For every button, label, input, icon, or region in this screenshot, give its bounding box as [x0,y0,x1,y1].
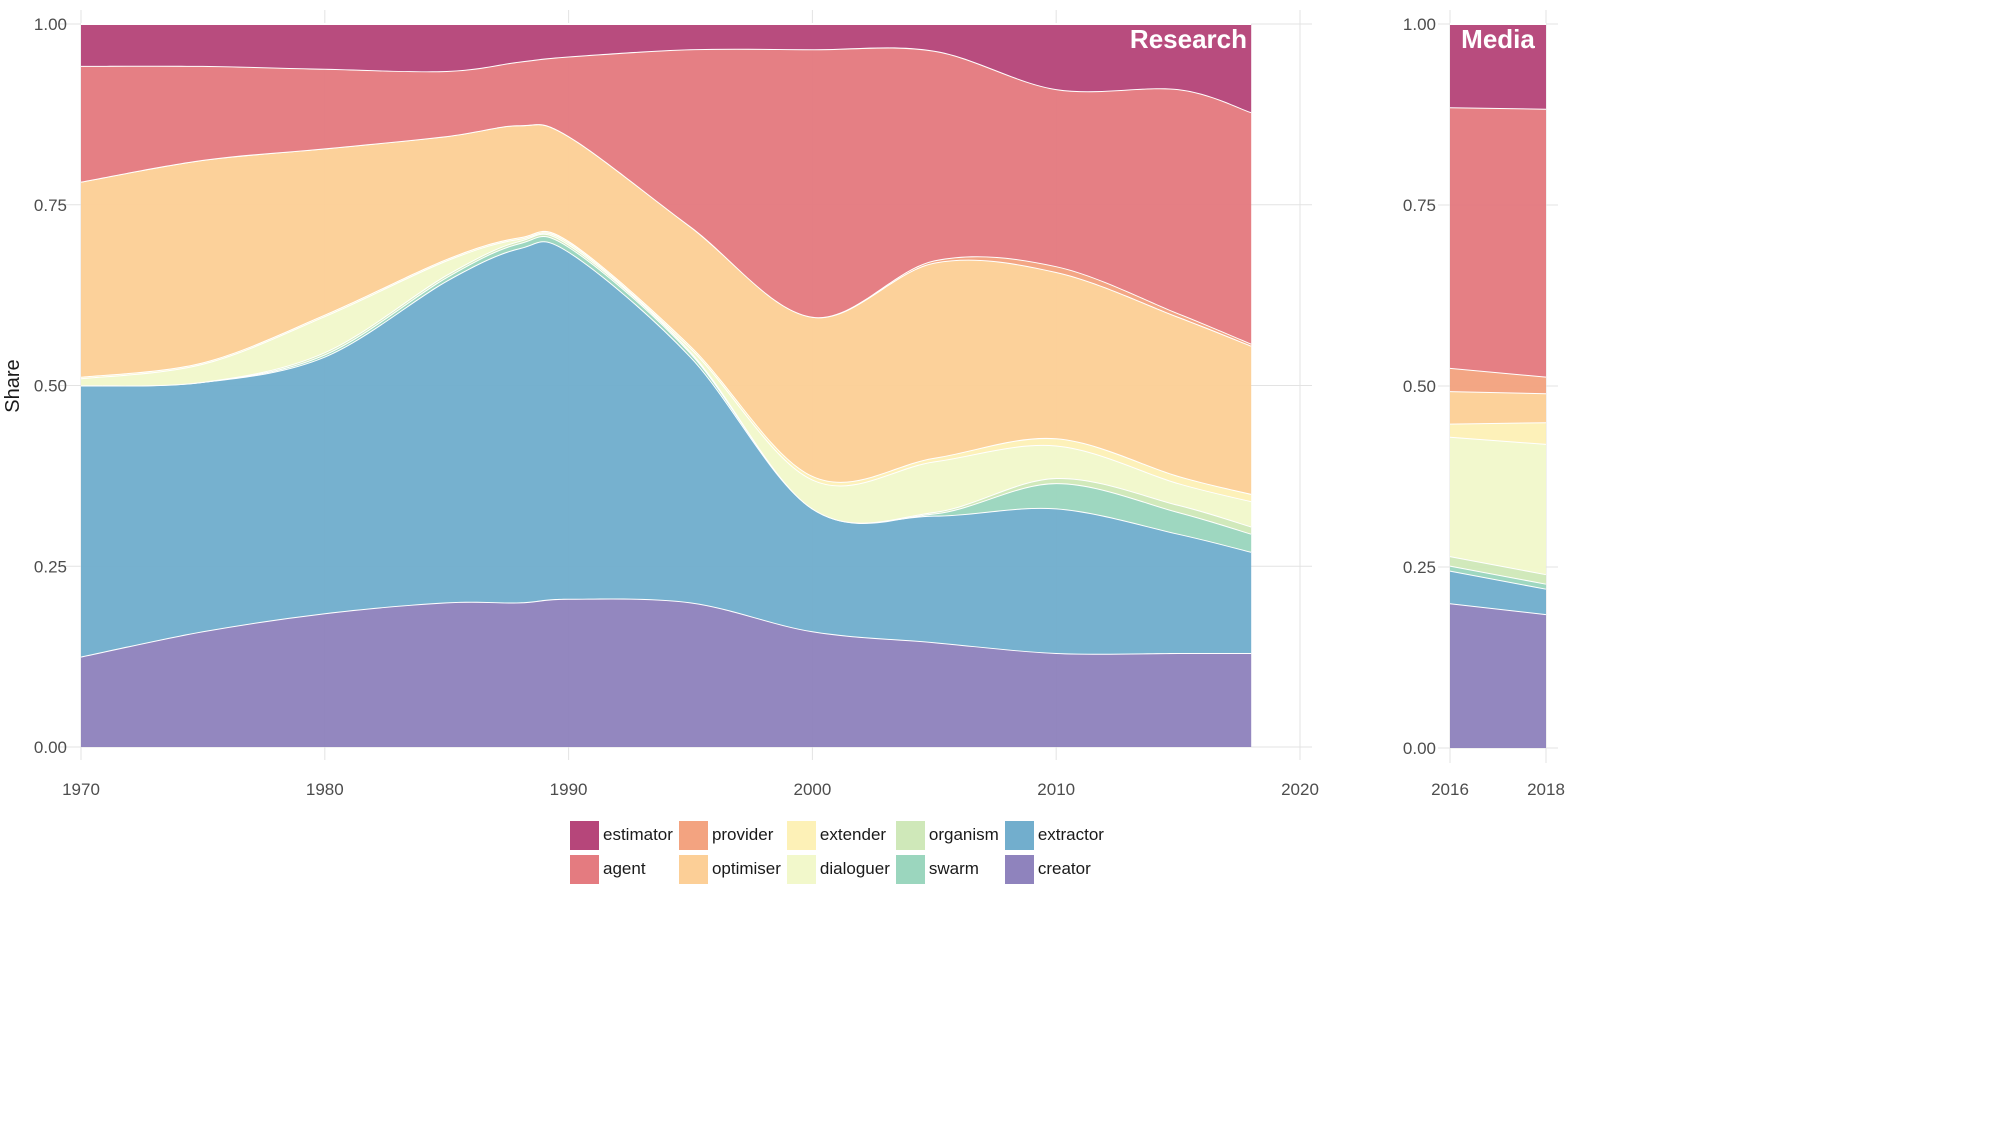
chart: 0.00 0.25 0.50 0.75 1.00 1970 1980 1990 2000 2010… [2,10,1565,799]
research-area-extractor [81,241,1252,657]
research-x-tick-label: 1990 [550,780,588,799]
media-area-estimator [1450,24,1546,109]
media-panel-title: Media [1461,24,1535,54]
research-areas [80,22,1252,747]
legend-item-dialoguer: dialoguer [786,854,892,884]
research-y-tick-label: 0.75 [34,196,67,215]
media-y-tick-label: 0.75 [1403,196,1436,215]
legend-label: creator [1037,859,1091,878]
research-y-tick-label: 0.00 [34,738,67,757]
research-y-tick-label: 1.00 [34,15,67,34]
research-x-tick-label: 1970 [62,780,100,799]
media-y-tick-label: 1.00 [1403,15,1436,34]
legend-key-swarm [895,854,925,884]
media-area-optimiser [1450,391,1546,424]
legend-key-provider [678,820,708,850]
media-x-tick-label: 2016 [1431,780,1469,799]
media-area-swarm [1450,565,1546,589]
research-x-tick-label: 2010 [1037,780,1075,799]
media-area-extender [1450,422,1546,444]
research-area-estimator [81,24,1252,113]
legend-item-agent: agent [570,854,675,884]
research-x-tick-label: 1980 [306,780,344,799]
legend-label: extender [819,825,887,844]
legend-label: agent [603,859,646,878]
media-area-dialoguer [1450,436,1546,575]
media-y-tick-label: 0.00 [1403,739,1436,758]
research-y-tick-label: 0.50 [34,377,67,396]
legend: estimator provider extender organism extract… [570,820,1110,884]
legend-label: swarm [928,859,979,878]
media-y-tick-label: 0.50 [1403,377,1436,396]
legend-key-extractor [1004,820,1034,850]
media-area-extractor [1450,570,1546,615]
legend-label: estimator [603,825,673,844]
legend-item-extractor: extractor [1004,820,1106,850]
legend-item-creator: creator [1004,854,1106,884]
research-area-creator [81,598,1252,747]
legend-key-agent [570,854,599,884]
research-panel: 0.00 0.25 0.50 0.75 1.00 1970 1980 1990 2000 2010… [34,10,1319,799]
legend-item-swarm: swarm [895,854,1001,884]
legend-item-extender: extender [786,820,892,850]
media-area-creator [1450,603,1546,748]
media-areas [1449,23,1547,748]
y-axis-title: Share [2,359,24,412]
legend-key-dialoguer [786,854,816,884]
legend-item-estimator: estimator [570,820,675,850]
legend-label: dialoguer [819,859,890,878]
legend-key-extender [786,820,816,850]
legend-label: extractor [1037,825,1104,844]
media-panel: 0.00 0.25 0.50 0.75 1.00 2016 2018 Media [1403,10,1565,799]
legend-label: optimiser [711,859,781,878]
legend-label: provider [711,825,774,844]
research-area-dialoguer [81,232,1252,527]
legend-item-organism: organism [895,820,1001,850]
media-area-organism [1450,556,1546,584]
legend-key-creator [1004,854,1034,884]
media-area-provider [1450,367,1546,394]
legend-item-optimiser: optimiser [678,854,783,884]
research-y-tick-label: 0.25 [34,557,67,576]
research-area-swarm [81,235,1252,552]
legend-key-organism [895,820,925,850]
research-panel-title: Research [1130,24,1247,54]
research-area-agent [81,47,1252,344]
media-y-tick-label: 0.25 [1403,558,1436,577]
media-area-agent [1450,107,1546,377]
legend-key-estimator [570,820,599,850]
legend-label: organism [928,825,999,844]
legend-key-optimiser [678,854,708,884]
media-x-tick-label: 2018 [1527,780,1565,799]
legend-item-provider: provider [678,820,783,850]
research-x-tick-label: 2000 [793,780,831,799]
research-x-tick-label: 2020 [1281,780,1319,799]
research-area-optimiser [81,124,1252,494]
